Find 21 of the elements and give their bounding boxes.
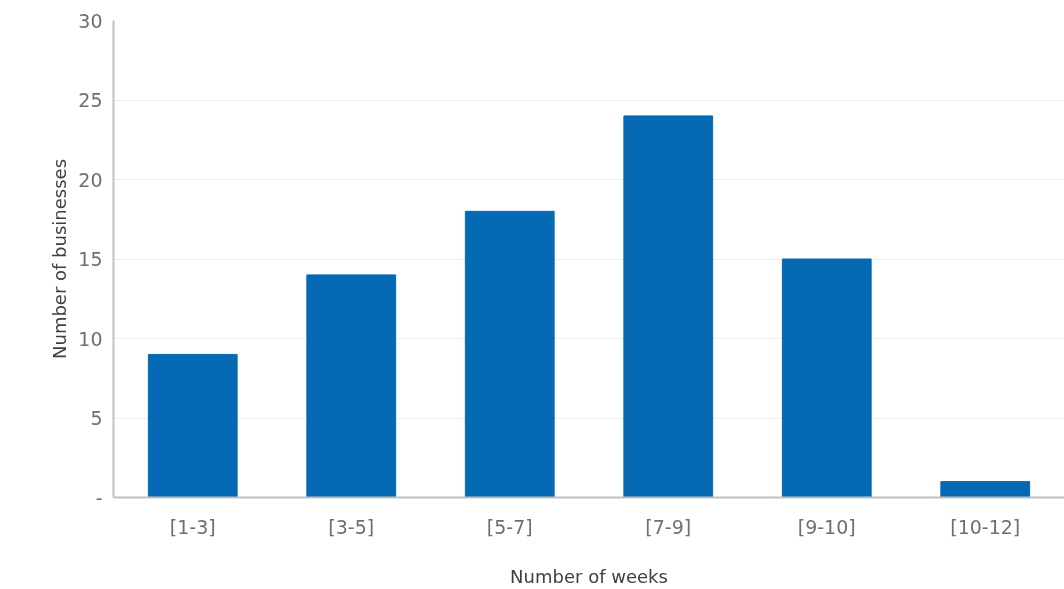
y-tick-label: 15 bbox=[78, 248, 103, 270]
y-axis-title: Number of businesses bbox=[49, 158, 71, 359]
x-tick-label: [1-3] bbox=[169, 515, 216, 538]
y-tick-label: 30 bbox=[78, 9, 103, 32]
x-tick-label: [5-7] bbox=[486, 515, 533, 538]
x-tick-label: [3-5] bbox=[328, 515, 375, 538]
y-tick-label: 10 bbox=[78, 327, 103, 350]
y-tick-label: 25 bbox=[78, 89, 103, 111]
x-tick-label: [10-12] bbox=[950, 515, 1021, 538]
bar bbox=[306, 274, 397, 498]
bar bbox=[623, 115, 714, 498]
x-tick-label: [9-10] bbox=[797, 515, 856, 538]
y-tick-label: 5 bbox=[90, 407, 103, 429]
x-tick-label: [7-9] bbox=[645, 515, 692, 538]
y-tick-label: - bbox=[95, 486, 103, 509]
bar bbox=[940, 481, 1031, 498]
y-tick-label: 20 bbox=[78, 168, 103, 191]
x-axis-title: Number of weeks bbox=[510, 565, 668, 587]
bar bbox=[147, 353, 238, 498]
bar bbox=[464, 210, 555, 498]
bar bbox=[781, 258, 872, 498]
